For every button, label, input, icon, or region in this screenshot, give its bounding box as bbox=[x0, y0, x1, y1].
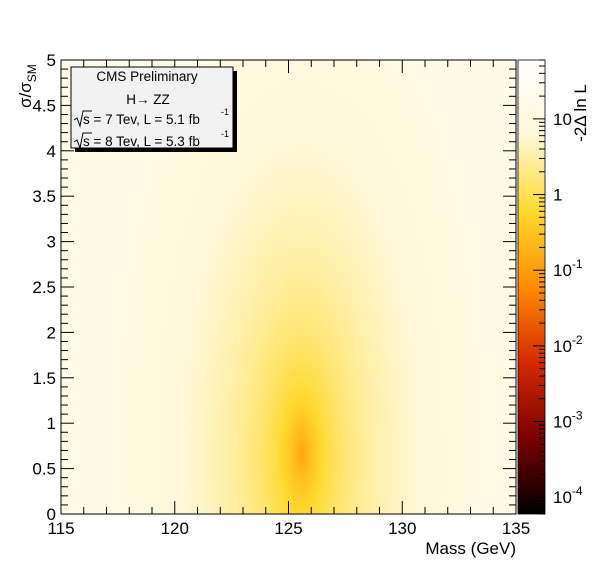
colorbar-axis: 10-4 10-3 10-2 10-1 1 10 bbox=[533, 59, 583, 515]
colorbar-label: -2Δ ln L bbox=[571, 84, 590, 142]
y-axis: 0 0.5 1 1.5 2 2.5 3 3.5 4 4.5 5 bbox=[32, 51, 516, 524]
x-tick-label: 130 bbox=[388, 519, 416, 538]
x-axis: 115 120 125 130 135 bbox=[47, 60, 530, 538]
legend-channel: H→ ZZ bbox=[126, 92, 170, 107]
legend-entry-7tev: s = 7 Tev, L = 5.1 fb -1 bbox=[73, 107, 229, 128]
svg-text:-1: -1 bbox=[221, 107, 229, 117]
x-tick-label: 120 bbox=[161, 519, 189, 538]
z-tick-label: 10-2 bbox=[553, 333, 583, 356]
z-tick-label: 10-1 bbox=[553, 257, 583, 280]
y-tick-label: 1.5 bbox=[32, 369, 56, 388]
y-tick-label: 4 bbox=[47, 142, 56, 161]
legend-box: CMS Preliminary H→ ZZ s = 7 Tev, L = 5.1… bbox=[70, 66, 237, 152]
svg-text:s = 8 Tev, L = 5.3 fb: s = 8 Tev, L = 5.3 fb bbox=[83, 134, 200, 149]
svg-text:-1: -1 bbox=[221, 129, 229, 139]
x-tick-label: 125 bbox=[274, 519, 302, 538]
y-tick-label: 2 bbox=[47, 323, 56, 342]
y-tick-label: 0 bbox=[47, 505, 56, 524]
legend-title: CMS Preliminary bbox=[96, 69, 198, 84]
legend-entry-8tev: s = 8 Tev, L = 5.3 fb -1 bbox=[73, 129, 229, 150]
y-tick-label: 3.5 bbox=[32, 187, 56, 206]
y-axis-label: σ/σSM bbox=[16, 64, 39, 108]
y-tick-label: 5 bbox=[47, 51, 56, 70]
svg-text:s = 7 Tev, L = 5.1 fb: s = 7 Tev, L = 5.1 fb bbox=[83, 112, 200, 127]
x-axis-label: Mass (GeV) bbox=[425, 539, 516, 558]
z-tick-label: 10-3 bbox=[553, 409, 583, 432]
y-tick-label: 3 bbox=[47, 233, 56, 252]
x-tick-label: 135 bbox=[502, 519, 530, 538]
x-tick-label: 115 bbox=[47, 519, 74, 538]
y-tick-label: 1 bbox=[47, 414, 56, 433]
z-tick-label: 10-4 bbox=[553, 484, 583, 507]
y-tick-label: 0.5 bbox=[32, 460, 56, 479]
y-tick-label: 4.5 bbox=[32, 96, 56, 115]
z-tick-label: 10 bbox=[553, 110, 572, 129]
y-tick-label: 2.5 bbox=[32, 278, 56, 297]
z-tick-label: 1 bbox=[553, 186, 562, 205]
